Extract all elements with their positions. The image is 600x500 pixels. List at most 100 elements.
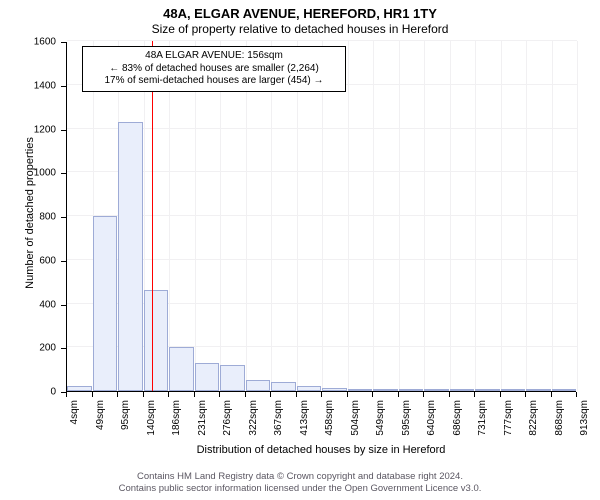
x-tick-mark [66, 392, 67, 397]
footer-copyright-hmlr: Contains HM Land Registry data © Crown c… [0, 471, 600, 482]
gridline-vertical [348, 41, 349, 391]
histogram-bar [450, 389, 475, 391]
histogram-bar [67, 386, 92, 391]
page-subtitle: Size of property relative to detached ho… [0, 22, 600, 36]
page-title: 48A, ELGAR AVENUE, HEREFORD, HR1 1TY [0, 6, 600, 21]
histogram-bar [348, 389, 373, 391]
x-tick-label: 322sqm [248, 400, 259, 450]
histogram-bar [322, 388, 347, 391]
y-tick-label: 1000 [0, 168, 56, 179]
x-tick-label: 777sqm [503, 400, 514, 450]
gridline-vertical [501, 41, 502, 391]
x-tick-mark [500, 392, 501, 397]
x-tick-mark [168, 392, 169, 397]
gridline-vertical [475, 41, 476, 391]
x-tick-mark [117, 392, 118, 397]
x-tick-mark [372, 392, 373, 397]
gridline-vertical [450, 41, 451, 391]
x-tick-label: 640sqm [426, 400, 437, 450]
x-tick-label: 731sqm [477, 400, 488, 450]
gridline-vertical [526, 41, 527, 391]
y-tick-mark [61, 348, 66, 349]
histogram-bar [195, 363, 220, 391]
x-tick-label: 95sqm [120, 400, 131, 450]
x-tick-mark [143, 392, 144, 397]
histogram-bar [424, 389, 449, 391]
x-tick-label: 49sqm [95, 400, 106, 450]
x-tick-mark [398, 392, 399, 397]
histogram-bar [93, 216, 118, 391]
histogram-bar [373, 389, 398, 391]
gridline-vertical [322, 41, 323, 391]
histogram-bar [526, 389, 551, 391]
x-tick-label: 458sqm [324, 400, 335, 450]
y-tick-label: 400 [0, 299, 56, 310]
histogram-bar [118, 122, 143, 391]
reference-line [152, 41, 153, 391]
gridline-vertical [297, 41, 298, 391]
page-root: 48A, ELGAR AVENUE, HEREFORD, HR1 1TY Siz… [0, 0, 600, 500]
x-tick-label: 140sqm [146, 400, 157, 450]
x-tick-mark [245, 392, 246, 397]
histogram-bar [246, 380, 271, 391]
histogram-bar [475, 389, 500, 391]
footer-copyright-ogl: Contains public sector information licen… [0, 483, 600, 494]
y-tick-mark [61, 86, 66, 87]
histogram-bar [552, 389, 577, 391]
gridline-vertical [246, 41, 247, 391]
x-tick-label: 186sqm [171, 400, 182, 450]
annotation-line: 48A ELGAR AVENUE: 156sqm [89, 50, 339, 63]
gridline-vertical [195, 41, 196, 391]
y-tick-mark [61, 305, 66, 306]
y-tick-label: 1400 [0, 80, 56, 91]
y-tick-label: 1600 [0, 37, 56, 48]
x-tick-mark [347, 392, 348, 397]
x-axis-label: Distribution of detached houses by size … [66, 444, 576, 456]
x-tick-mark [525, 392, 526, 397]
gridline-vertical [399, 41, 400, 391]
x-tick-label: 595sqm [401, 400, 412, 450]
y-tick-mark [61, 42, 66, 43]
gridline-vertical [577, 41, 578, 391]
y-tick-label: 1200 [0, 124, 56, 135]
annotation-line: ← 83% of detached houses are smaller (2,… [89, 63, 339, 76]
x-tick-label: 913sqm [579, 400, 590, 450]
x-tick-mark [194, 392, 195, 397]
y-tick-label: 200 [0, 343, 56, 354]
y-tick-mark [61, 217, 66, 218]
y-tick-label: 600 [0, 255, 56, 266]
y-tick-mark [61, 173, 66, 174]
histogram-bar [399, 389, 424, 391]
gridline-vertical [552, 41, 553, 391]
x-tick-label: 276sqm [222, 400, 233, 450]
histogram-bar [220, 365, 245, 391]
histogram-bar [169, 347, 194, 391]
gridline-vertical [271, 41, 272, 391]
histogram-bar [144, 290, 169, 391]
x-tick-label: 367sqm [273, 400, 284, 450]
x-tick-label: 4sqm [69, 400, 80, 450]
x-tick-label: 231sqm [197, 400, 208, 450]
chart-plot-area [66, 42, 576, 392]
x-tick-mark [270, 392, 271, 397]
gridline-vertical [373, 41, 374, 391]
x-tick-mark [321, 392, 322, 397]
gridline-vertical [169, 41, 170, 391]
x-tick-label: 504sqm [350, 400, 361, 450]
x-tick-label: 868sqm [554, 400, 565, 450]
x-tick-label: 822sqm [528, 400, 539, 450]
annotation-box: 48A ELGAR AVENUE: 156sqm← 83% of detache… [82, 46, 346, 92]
x-tick-mark [219, 392, 220, 397]
x-tick-mark [296, 392, 297, 397]
x-tick-mark [474, 392, 475, 397]
annotation-line: 17% of semi-detached houses are larger (… [89, 75, 339, 88]
x-tick-mark [92, 392, 93, 397]
x-tick-mark [449, 392, 450, 397]
histogram-bar [271, 382, 296, 391]
y-tick-mark [61, 130, 66, 131]
x-tick-mark [551, 392, 552, 397]
gridline-vertical [220, 41, 221, 391]
x-tick-mark [576, 392, 577, 397]
gridline-vertical [424, 41, 425, 391]
x-tick-label: 413sqm [299, 400, 310, 450]
